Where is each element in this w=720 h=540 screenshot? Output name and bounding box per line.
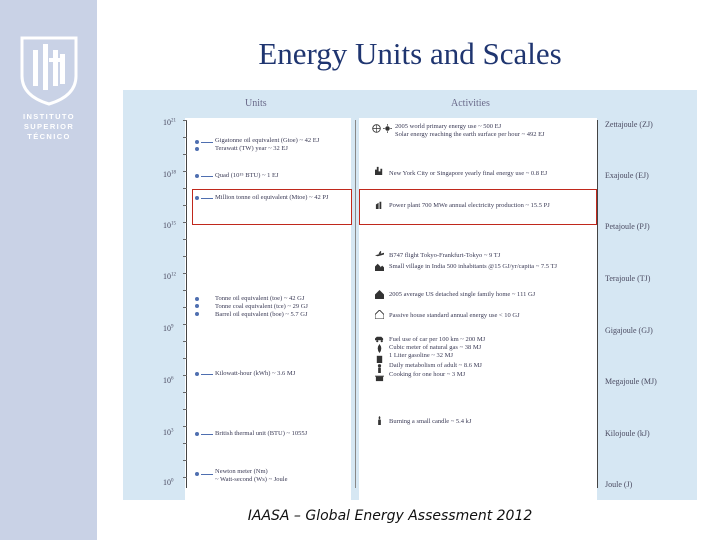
unit-pointer bbox=[201, 176, 213, 177]
unit-label: Kilowatt-hour (kWh) ~ 3.6 MJ bbox=[215, 370, 296, 377]
unit-marker bbox=[195, 304, 199, 308]
slide-footer: IAASA – Global Energy Assessment 2012 bbox=[247, 508, 533, 524]
unit-marker bbox=[195, 297, 199, 301]
car-icon bbox=[375, 336, 384, 343]
unit-label: Tonne coal equivalent (tce) ~ 29 GJ bbox=[215, 303, 308, 310]
power-plant-icon bbox=[375, 201, 382, 209]
activities-column bbox=[359, 118, 597, 500]
village-icon bbox=[375, 263, 384, 271]
gas-flame-icon bbox=[377, 344, 382, 353]
scale-label: 100 bbox=[163, 478, 174, 487]
unit-marker bbox=[195, 472, 199, 476]
column-divider bbox=[355, 120, 356, 488]
gasoline-icon bbox=[376, 355, 383, 363]
activity-label: Power plant 700 MWe annual electricity p… bbox=[389, 202, 550, 209]
unit-marker bbox=[195, 147, 199, 151]
scale-label: Joule (J) bbox=[605, 480, 633, 489]
scale-label: 103 bbox=[163, 428, 174, 437]
unit-label: British thermal unit (BTU) ~ 1055J bbox=[215, 430, 308, 437]
highlight-box-mtoe bbox=[192, 189, 352, 225]
unit-pointer bbox=[201, 434, 213, 435]
house-icon bbox=[375, 290, 384, 299]
logo-text-line: TÉCNICO bbox=[27, 132, 71, 141]
person-icon bbox=[377, 364, 382, 373]
activity-label: Fuel use of car per 100 km ~ 200 MJ bbox=[389, 336, 486, 343]
ist-logo-icon bbox=[20, 36, 78, 106]
highlight-box-power-plant bbox=[359, 189, 597, 225]
unit-label: Terawatt (TW) year ~ 32 EJ bbox=[215, 145, 288, 152]
unit-marker bbox=[195, 432, 199, 436]
activity-label: Cubic meter of natural gas ~ 38 MJ bbox=[389, 344, 482, 351]
logo-text-line: SUPERIOR bbox=[23, 122, 75, 131]
scale-label: Gigajoule (GJ) bbox=[605, 326, 653, 335]
slide-title: Energy Units and Scales bbox=[258, 36, 562, 71]
unit-label: ~ Watt-second (Ws) ~ Joule bbox=[215, 476, 288, 483]
unit-marker bbox=[195, 174, 199, 178]
passive-house-icon bbox=[375, 310, 384, 319]
unit-label: Tonne oil equivalent (toe) ~ 42 GJ bbox=[215, 295, 305, 302]
units-column bbox=[185, 118, 351, 500]
scale-label: 1012 bbox=[163, 272, 176, 281]
activity-label: 2005 average US detached single family h… bbox=[389, 291, 536, 298]
sidebar: INSTITUTO SUPERIOR TÉCNICO bbox=[0, 0, 97, 540]
activity-label: 2005 world primary energy use ~ 500 EJ bbox=[395, 123, 502, 130]
unit-marker bbox=[195, 196, 199, 200]
sun-icon bbox=[383, 124, 392, 133]
left-axis-ticks bbox=[183, 120, 187, 488]
activity-label: Passive house standard annual energy use… bbox=[389, 312, 520, 319]
unit-pointer bbox=[201, 374, 213, 375]
activity-label: Solar energy reaching the earth surface … bbox=[395, 131, 545, 138]
airplane-icon bbox=[375, 250, 384, 257]
scale-label: 106 bbox=[163, 376, 174, 385]
units-header: Units bbox=[245, 98, 267, 109]
activity-label: B747 flight Tokyo-Frankfurt-Tokyo ~ 9 TJ bbox=[389, 252, 501, 259]
scale-label: 1015 bbox=[163, 221, 176, 230]
scale-label: Petajoule (PJ) bbox=[605, 222, 650, 231]
ist-logo-text: INSTITUTO SUPERIOR TÉCNICO bbox=[8, 112, 90, 142]
globe-icon bbox=[372, 124, 381, 133]
activity-label: New York City or Singapore yearly final … bbox=[389, 170, 548, 177]
scale-label: Zettajoule (ZJ) bbox=[605, 120, 653, 129]
scale-label: 1018 bbox=[163, 170, 176, 179]
city-icon bbox=[375, 166, 383, 175]
activity-label: Small village in India 500 inhabitants @… bbox=[389, 263, 558, 270]
unit-pointer bbox=[201, 198, 213, 199]
unit-pointer bbox=[201, 474, 213, 475]
unit-label: Quad (10¹⁵ BTU) ~ 1 EJ bbox=[215, 172, 279, 179]
candle-icon bbox=[378, 416, 381, 425]
unit-pointer bbox=[201, 142, 213, 143]
activity-label: Cooking for one hour ~ 3 MJ bbox=[389, 371, 466, 378]
energy-scale-figure: Units Activities 1021 1018 1015 1012 109… bbox=[123, 90, 697, 500]
scale-label: Terajoule (TJ) bbox=[605, 274, 651, 283]
activity-label: Burning a small candle ~ 5.4 kJ bbox=[389, 418, 472, 425]
scale-label: Kilojoule (kJ) bbox=[605, 429, 650, 438]
scale-label: 109 bbox=[163, 324, 174, 333]
unit-label: Newton meter (Nm) bbox=[215, 468, 268, 475]
activity-label: 1 Liter gasoline ~ 32 MJ bbox=[389, 352, 453, 359]
unit-label: Barrel oil equivalent (boe) ~ 5.7 GJ bbox=[215, 311, 308, 318]
unit-marker bbox=[195, 372, 199, 376]
unit-label: Gigatonne oil equivalent (Gtoe) ~ 42 EJ bbox=[215, 137, 320, 144]
scale-label: 1021 bbox=[163, 118, 176, 127]
activity-label: Daily metabolism of adult ~ 8.6 MJ bbox=[389, 362, 482, 369]
activities-header: Activities bbox=[451, 98, 490, 109]
logo-text-line: INSTITUTO bbox=[22, 112, 76, 121]
unit-marker bbox=[195, 140, 199, 144]
unit-marker bbox=[195, 312, 199, 316]
right-axis bbox=[597, 120, 598, 488]
scale-label: Exajoule (EJ) bbox=[605, 171, 649, 180]
scale-label: Megajoule (MJ) bbox=[605, 377, 657, 386]
unit-label: Million tonne oil equivalent (Mtoe) ~ 42… bbox=[215, 194, 329, 201]
cooking-pot-icon bbox=[375, 375, 384, 382]
